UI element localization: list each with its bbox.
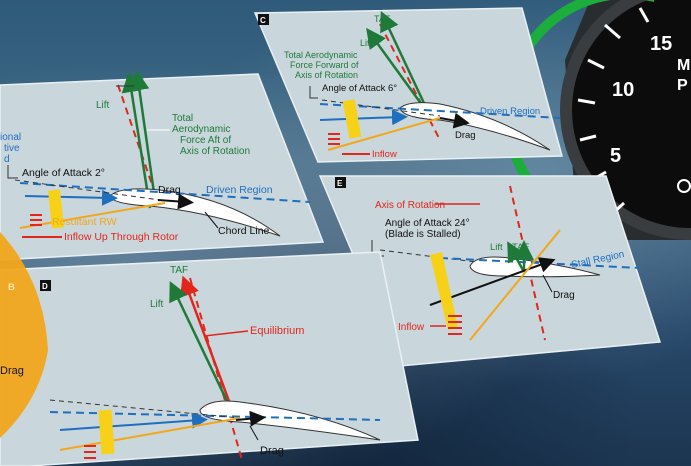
side-label-2: tive: [4, 143, 20, 154]
inflow-label-e: Inflow: [398, 322, 425, 333]
inflow-label: Inflow Up Through Rotor: [64, 231, 179, 243]
driven-region-label: Driven Region: [206, 184, 273, 196]
panel-d-letter: D: [42, 282, 48, 291]
axis-rotation-label: Axis of Rotation: [375, 200, 445, 211]
panel-c: C TAF Lift Total Aerodynamic Force Forwa…: [253, 7, 563, 163]
panel-b-region: [0, 232, 48, 438]
drag-vector: [157, 193, 194, 210]
total-af-label-2: Aerodynamic: [172, 124, 230, 135]
taf-vector-d: [180, 275, 238, 421]
total-af-label-4: Axis of Rotation: [180, 146, 250, 157]
equilibrium-label: Equilibrium: [250, 325, 304, 337]
panel-b-letter: B: [8, 282, 15, 293]
taf-label-d: TAF: [170, 265, 188, 276]
aoa-label-c: Angle of Attack 6°: [322, 83, 397, 94]
inflow-column: [48, 189, 64, 229]
lift-label-c: Lift: [360, 38, 373, 48]
aoa-label: Angle of Attack 2°: [22, 167, 105, 179]
gauge-number-10: 10: [612, 79, 634, 101]
panel-c-letter: C: [260, 16, 266, 25]
drag-label: Drag: [158, 184, 181, 196]
gauge-label-m: M: [677, 57, 690, 74]
lift-label: Lift: [96, 100, 110, 111]
total-af-c-2: Force Forward of: [290, 60, 359, 70]
gauge-label-p: P: [677, 77, 688, 94]
lift-label-e: Lift: [490, 242, 503, 253]
gauge-number-5: 5: [610, 145, 621, 167]
taf-label: TAF: [126, 74, 144, 85]
panel-a: TAF Lift Total Aerodynamic Force Aft of …: [0, 70, 325, 261]
taf-vector: [129, 70, 158, 208]
panel-e-letter: E: [337, 179, 343, 188]
chord-line: [14, 179, 161, 201]
airfoil: [109, 188, 281, 237]
lift-vector-c: [380, 10, 432, 117]
panel-d: B D Drag TAF Lift Equilibrium Drag: [0, 232, 419, 466]
drag-label-c: Drag: [455, 130, 476, 141]
drag-label-b: Drag: [0, 365, 24, 377]
resultant-rw-line: [19, 202, 166, 229]
inflow-column-e: [430, 252, 458, 330]
driven-region-line: [19, 182, 311, 203]
side-label-1: ional: [0, 132, 21, 143]
drag-label-d: Drag: [260, 445, 284, 457]
driven-region-label-c: Driven Region: [480, 106, 540, 117]
inflow-label-c: Inflow: [372, 149, 397, 160]
aoa-label-e-1: Angle of Attack 24°: [385, 218, 470, 229]
taf-label-e: TAF: [512, 242, 529, 253]
resultant-rw-label: Resultant RW: [52, 216, 117, 228]
panel-e: E Axis of Rotation Angle of Attack 24° (…: [318, 175, 662, 367]
side-label-3: d: [4, 154, 10, 165]
total-af-c-1: Total Aerodynamic: [284, 50, 358, 60]
total-af-c-3: Axis of Rotation: [295, 70, 358, 80]
chord-line-label: Chord Line: [218, 225, 270, 237]
lift-vector-d: [169, 280, 238, 421]
gauge-number-15: 15: [650, 33, 672, 55]
taf-label-c: TAF: [374, 14, 391, 24]
total-af-label-3: Force Aft of: [180, 135, 231, 146]
lift-label-d: Lift: [150, 299, 164, 310]
total-af-label-1: Total: [172, 113, 193, 124]
lift-vector: [121, 72, 152, 209]
aoa-label-e-2: (Blade is Stalled): [385, 229, 461, 240]
drag-label-e: Drag: [553, 290, 575, 301]
